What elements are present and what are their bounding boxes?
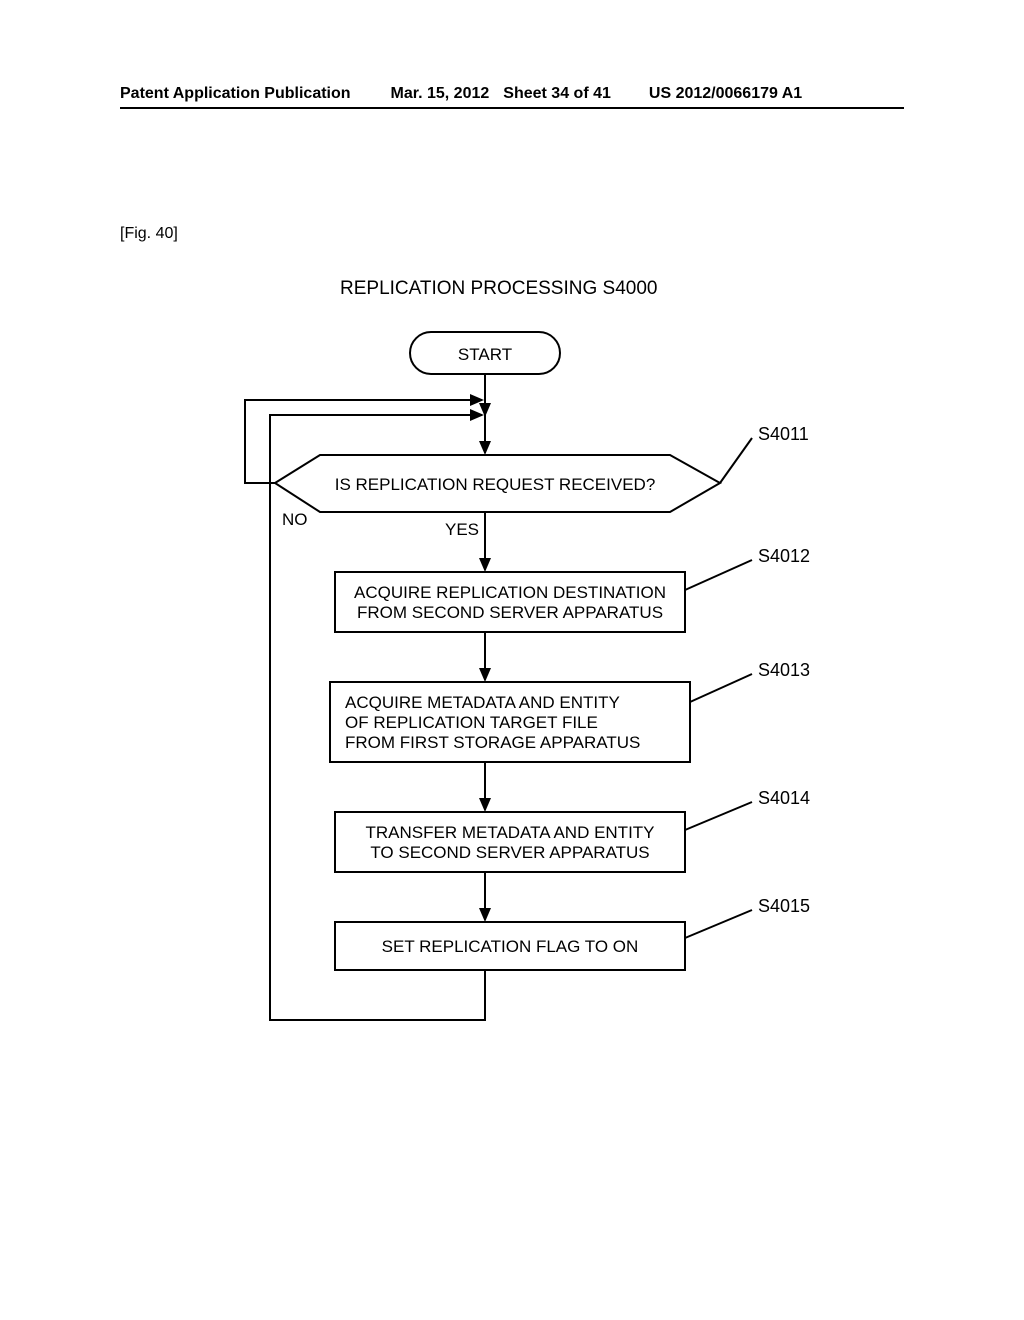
header-pubnum: US 2012/0066179 A1 (649, 85, 802, 103)
process-s4012: ACQUIRE REPLICATION DESTINATION FROM SEC… (335, 572, 685, 632)
svg-text:IS REPLICATION REQUEST RECEIVE: IS REPLICATION REQUEST RECEIVED? (335, 475, 656, 494)
svg-text:FROM FIRST STORAGE APPARATUS: FROM FIRST STORAGE APPARATUS (345, 733, 640, 752)
figure-label: [Fig. 40] (120, 225, 178, 243)
process-s4014: TRANSFER METADATA AND ENTITY TO SECOND S… (335, 812, 685, 872)
step-label-s4013: S4013 (690, 660, 810, 702)
header-sheet: Sheet 34 of 41 (503, 85, 611, 103)
yes-label: YES (445, 520, 479, 539)
svg-text:SET REPLICATION FLAG TO ON: SET REPLICATION FLAG TO ON (382, 937, 639, 956)
step-label-s4011: S4011 (720, 424, 809, 483)
svg-text:OF REPLICATION TARGET FILE: OF REPLICATION TARGET FILE (345, 713, 598, 732)
svg-text:S4015: S4015 (758, 896, 810, 916)
svg-text:ACQUIRE REPLICATION DESTINATIO: ACQUIRE REPLICATION DESTINATION (354, 583, 666, 602)
no-loop (245, 400, 482, 483)
step-label-s4015: S4015 (685, 896, 810, 938)
process-s4015: SET REPLICATION FLAG TO ON (335, 922, 685, 970)
svg-text:ACQUIRE METADATA AND ENTITY: ACQUIRE METADATA AND ENTITY (345, 693, 620, 712)
header-date: Mar. 15, 2012 (391, 85, 490, 103)
header-publication: Patent Application Publication (120, 85, 351, 103)
step-label-s4014: S4014 (685, 788, 810, 830)
svg-text:S4013: S4013 (758, 660, 810, 680)
step-label-s4012: S4012 (685, 546, 810, 590)
svg-text:TRANSFER METADATA AND ENTITY: TRANSFER METADATA AND ENTITY (365, 823, 654, 842)
decision-node: IS REPLICATION REQUEST RECEIVED? (275, 455, 720, 512)
no-label: NO (282, 510, 308, 529)
flowchart-title: REPLICATION PROCESSING S4000 (340, 278, 657, 300)
svg-text:TO SECOND SERVER APPARATUS: TO SECOND SERVER APPARATUS (370, 843, 649, 862)
svg-text:S4011: S4011 (758, 424, 809, 444)
svg-text:START: START (458, 345, 512, 364)
page-header: Patent Application Publication Mar. 15, … (120, 85, 904, 109)
svg-text:S4012: S4012 (758, 546, 810, 566)
start-node: START (410, 332, 560, 374)
process-s4013: ACQUIRE METADATA AND ENTITY OF REPLICATI… (330, 682, 690, 762)
svg-text:FROM SECOND SERVER APPARATUS: FROM SECOND SERVER APPARATUS (357, 603, 663, 622)
flowchart-svg: START IS REPLICATION REQUEST RECEIVED? Y… (230, 320, 830, 1080)
svg-text:S4014: S4014 (758, 788, 810, 808)
page: Patent Application Publication Mar. 15, … (0, 0, 1024, 1320)
